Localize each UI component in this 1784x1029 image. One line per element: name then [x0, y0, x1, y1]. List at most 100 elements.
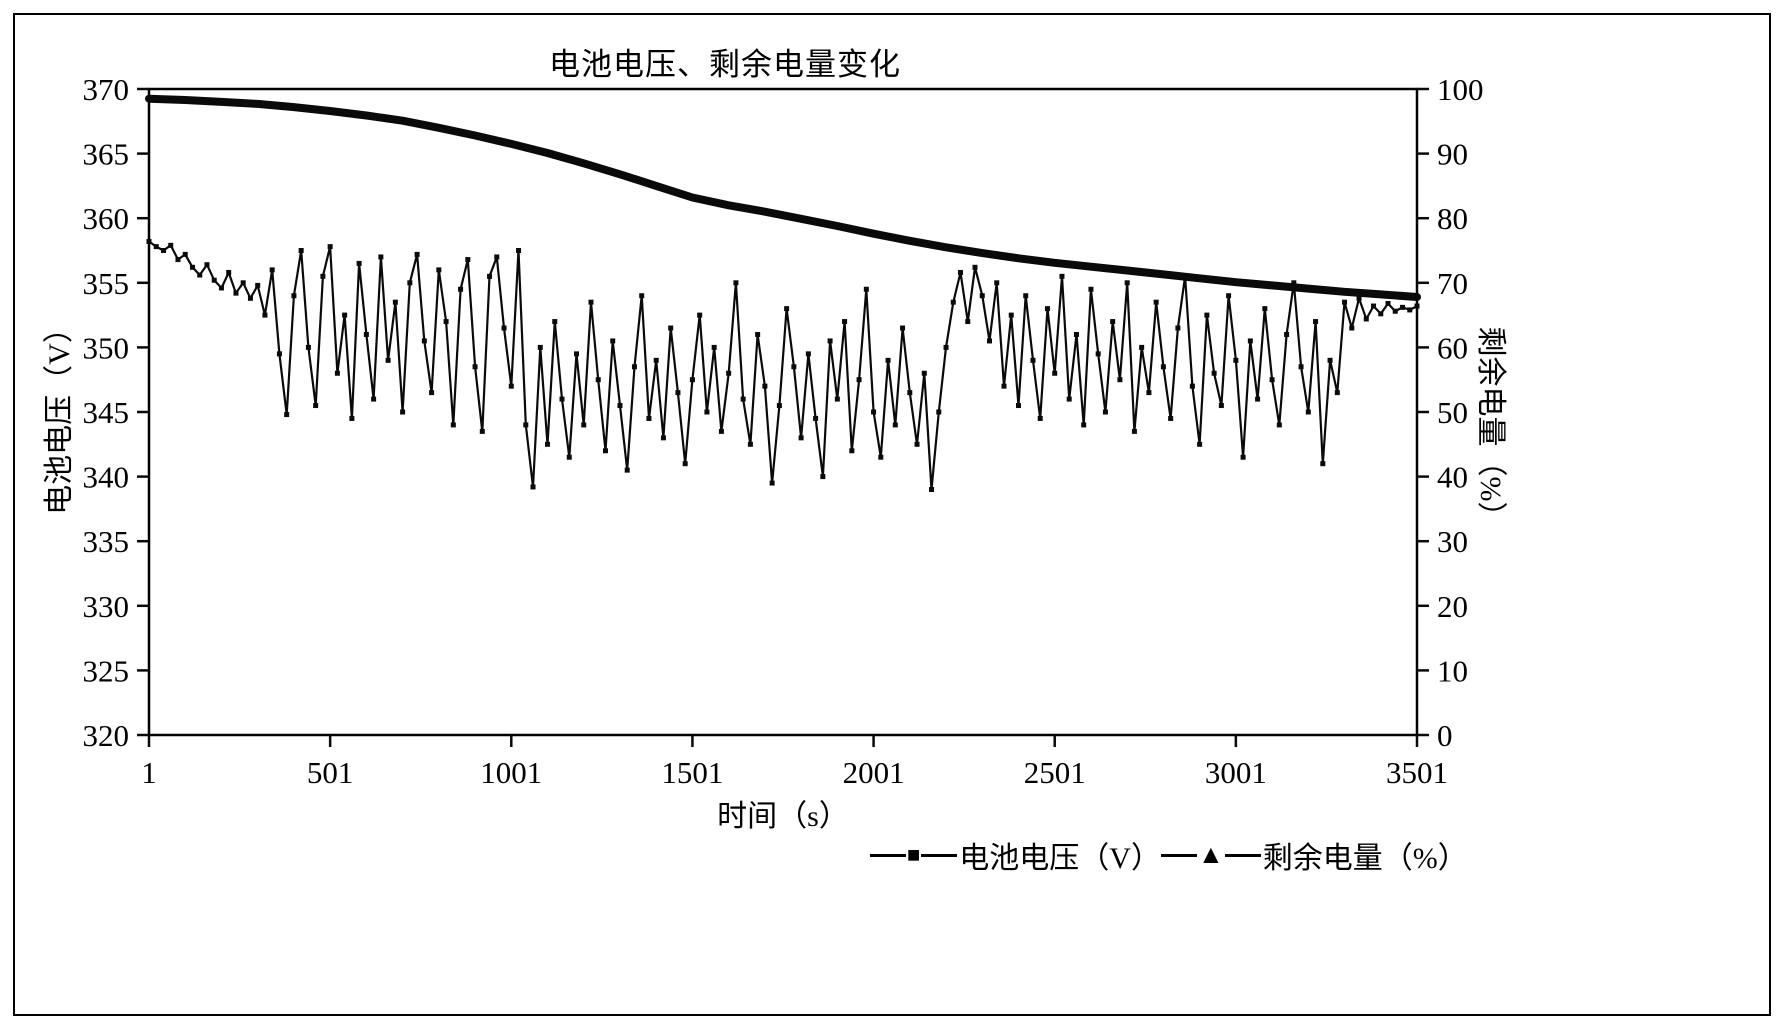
voltage-marker-square-icon [247, 295, 253, 301]
voltage-marker-square-icon [559, 396, 565, 402]
voltage-marker-square-icon [1334, 390, 1340, 396]
right-tick-label: 70 [1437, 266, 1468, 301]
voltage-marker-square-icon [342, 312, 348, 318]
voltage-marker-square-icon [153, 244, 159, 250]
voltage-marker-square-icon [892, 422, 898, 428]
voltage-marker-square-icon [240, 280, 246, 286]
voltage-marker-square-icon [356, 260, 362, 266]
voltage-marker-square-icon [1102, 409, 1108, 415]
voltage-marker-square-icon [566, 454, 572, 460]
voltage-marker-square-icon [1023, 293, 1029, 299]
voltage-marker-square-icon [443, 319, 449, 325]
legend-line [1224, 853, 1261, 857]
right-tick-label: 20 [1437, 589, 1468, 624]
voltage-marker-square-icon [958, 269, 964, 275]
voltage-marker-square-icon [682, 461, 688, 467]
voltage-marker-square-icon [1175, 325, 1181, 331]
plot-border [147, 87, 1419, 737]
voltage-marker-square-icon [313, 403, 319, 409]
voltage-marker-square-icon [834, 396, 840, 402]
voltage-marker-square-icon [595, 377, 601, 383]
right-tick-label: 40 [1437, 460, 1468, 495]
voltage-marker-square-icon [849, 448, 855, 454]
voltage-marker-square-icon [1059, 273, 1065, 279]
voltage-marker-square-icon [943, 344, 949, 350]
voltage-marker-square-icon [291, 293, 297, 299]
voltage-marker-square-icon [885, 357, 891, 363]
voltage-marker-square-icon [718, 428, 724, 434]
voltage-marker-square-icon [349, 415, 355, 421]
voltage-marker-square-icon [298, 248, 304, 253]
legend-marker-square-icon: ■ [907, 842, 921, 867]
voltage-marker-square-icon [537, 344, 543, 350]
voltage-marker-square-icon [697, 312, 703, 318]
voltage-marker-square-icon [639, 293, 645, 299]
x-axis-title: 时间（s） [717, 800, 849, 833]
voltage-marker-square-icon [668, 325, 674, 331]
voltage-marker-square-icon [573, 351, 579, 357]
x-tick-label: 3001 [1205, 755, 1267, 790]
voltage-marker-square-icon [1226, 293, 1232, 299]
voltage-marker-square-icon [646, 415, 652, 421]
legend-label-soc: 剩余电量（%） [1262, 842, 1468, 875]
voltage-marker-square-icon [429, 390, 435, 396]
voltage-marker-square-icon [950, 299, 956, 305]
voltage-marker-square-icon [588, 299, 594, 305]
left-tick-label: 330 [83, 589, 130, 624]
voltage-marker-square-icon [1117, 377, 1123, 383]
voltage-marker-square-icon [458, 286, 464, 292]
voltage-marker-square-icon [465, 257, 471, 263]
left-tick-label: 340 [83, 460, 130, 495]
voltage-marker-square-icon [305, 344, 311, 350]
voltage-marker-square-icon [1211, 370, 1217, 376]
voltage-marker-square-icon [624, 467, 630, 473]
voltage-marker-square-icon [1320, 461, 1326, 467]
voltage-marker-square-icon [791, 364, 797, 370]
voltage-marker-square-icon [798, 435, 804, 441]
legend-marker-triangle-icon: ▲ [1197, 840, 1224, 869]
voltage-marker-square-icon [1037, 415, 1043, 421]
voltage-marker-square-icon [1385, 300, 1391, 306]
voltage-marker-square-icon [1073, 331, 1079, 337]
voltage-marker-square-icon [160, 248, 166, 253]
voltage-marker-square-icon [1146, 390, 1152, 396]
voltage-marker-square-icon [1247, 338, 1253, 344]
voltage-marker-square-icon [907, 390, 913, 396]
voltage-marker-square-icon [276, 351, 282, 357]
right-tick-label: 10 [1437, 653, 1468, 688]
voltage-marker-square-icon [1044, 306, 1050, 312]
left-tick-label: 365 [83, 137, 130, 172]
voltage-marker-square-icon [363, 331, 369, 337]
voltage-marker-square-icon [1008, 312, 1014, 318]
voltage-marker-square-icon [1233, 357, 1239, 363]
legend-label-voltage: 电池电压（V） [959, 842, 1161, 875]
right-axis-title: 剩余电量（%） [1474, 326, 1507, 532]
voltage-marker-square-icon [1313, 319, 1319, 325]
voltage-marker-square-icon [689, 377, 695, 383]
voltage-marker-square-icon [1378, 311, 1384, 317]
voltage-marker-square-icon [1284, 331, 1290, 337]
voltage-marker-square-icon [965, 319, 971, 325]
voltage-marker-square-icon [545, 441, 551, 447]
voltage-marker-square-icon [972, 264, 978, 270]
legend: ■ 电池电压（V） ▲ 剩余电量（%） [870, 833, 1468, 877]
voltage-marker-square-icon [711, 344, 717, 350]
voltage-marker-square-icon [1081, 422, 1087, 428]
voltage-marker-square-icon [726, 370, 732, 376]
voltage-marker-square-icon [1131, 428, 1137, 434]
voltage-marker-square-icon [508, 383, 514, 389]
voltage-marker-square-icon [269, 267, 275, 273]
voltage-marker-square-icon [255, 282, 261, 288]
voltage-marker-square-icon [1124, 280, 1130, 286]
voltage-marker-square-icon [436, 267, 442, 273]
chart-frame: 320 325 330 335 340 345 350 355 360 365 370 0 10 20 30… [13, 13, 1771, 1016]
left-tick-label: 320 [83, 718, 130, 753]
voltage-marker-square-icon [175, 257, 181, 263]
voltage-marker-square-icon [400, 409, 406, 415]
voltage-marker-square-icon [740, 396, 746, 402]
voltage-marker-square-icon [747, 441, 753, 447]
legend-line [921, 853, 958, 857]
legend-line [870, 853, 906, 857]
voltage-marker-square-icon [378, 254, 384, 260]
voltage-marker-square-icon [414, 251, 420, 257]
